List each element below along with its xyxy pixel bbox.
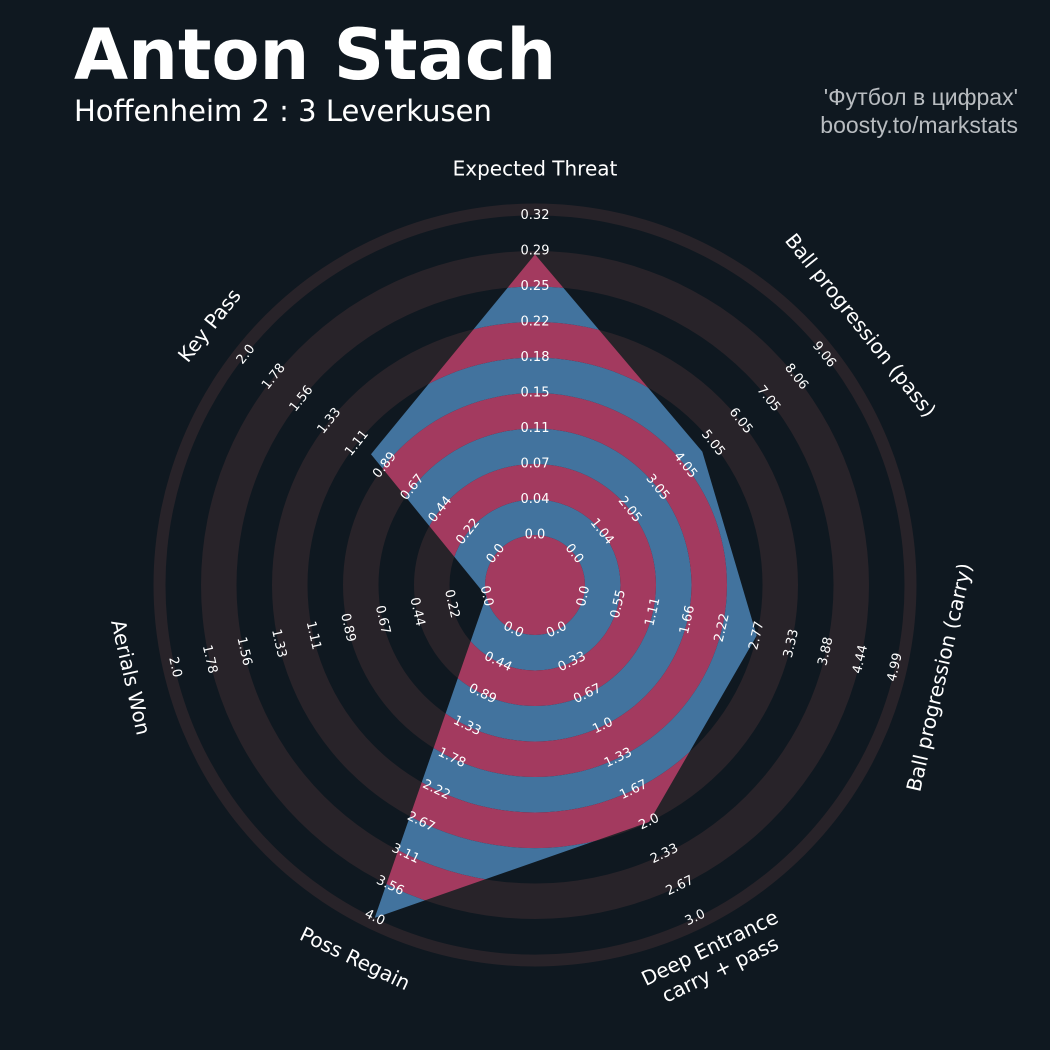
tick-label: 3.33 bbox=[781, 628, 802, 660]
tick-label: 0.0 bbox=[525, 528, 546, 543]
tick-label: 0.55 bbox=[608, 588, 629, 620]
tick-label: 0.89 bbox=[337, 612, 358, 644]
tick-label: 0.15 bbox=[521, 386, 550, 401]
param-label-line: Expected Threat bbox=[453, 156, 618, 180]
param-label-line: Aerials Won bbox=[107, 617, 157, 737]
param-label: Expected Threat bbox=[453, 156, 618, 180]
tick-label: 0.22 bbox=[521, 315, 550, 330]
tick-label: 1.66 bbox=[677, 604, 698, 636]
tick-label: 0.04 bbox=[521, 492, 550, 507]
tick-label: 2.0 bbox=[165, 655, 184, 679]
tick-label: 0.22 bbox=[441, 588, 462, 620]
tick-label: 0.07 bbox=[521, 457, 550, 472]
value-band-center bbox=[485, 535, 585, 635]
param-label: Aerials Won bbox=[107, 617, 157, 737]
tick-label: 2.22 bbox=[712, 612, 733, 644]
tick-label: 4.99 bbox=[885, 651, 906, 683]
tick-label: 0.11 bbox=[521, 421, 550, 436]
value-band-1 bbox=[449, 499, 621, 671]
tick-label: 1.56 bbox=[233, 636, 254, 668]
tick-label: 0.25 bbox=[521, 279, 550, 294]
credit-line-2: boosty.to/markstats bbox=[820, 112, 1018, 138]
tick-label: 0.0 bbox=[574, 584, 593, 608]
credit-line-1: 'Футбол в цифрах' bbox=[823, 84, 1018, 110]
tick-label: 0.29 bbox=[521, 244, 550, 259]
tick-label: 1.78 bbox=[199, 644, 220, 676]
tick-label: 0.44 bbox=[406, 596, 427, 628]
tick-label: 0.0 bbox=[477, 584, 496, 608]
radar-value-polygon bbox=[371, 254, 757, 918]
tick-label: 3.88 bbox=[815, 636, 836, 668]
value-band-2 bbox=[414, 463, 657, 707]
tick-label: 4.44 bbox=[850, 644, 871, 676]
tick-label: 2.77 bbox=[746, 620, 767, 652]
tick-label: 1.33 bbox=[268, 628, 289, 660]
tick-label: 0.18 bbox=[521, 350, 550, 365]
player-name-title: Anton Stach bbox=[74, 14, 557, 96]
match-subtitle: Hoffenheim 2 : 3 Leverkusen bbox=[74, 94, 492, 128]
tick-label: 0.67 bbox=[372, 604, 393, 636]
tick-label: 0.32 bbox=[521, 208, 550, 223]
tick-label: 1.11 bbox=[303, 620, 324, 652]
tick-label: 1.11 bbox=[642, 596, 663, 628]
